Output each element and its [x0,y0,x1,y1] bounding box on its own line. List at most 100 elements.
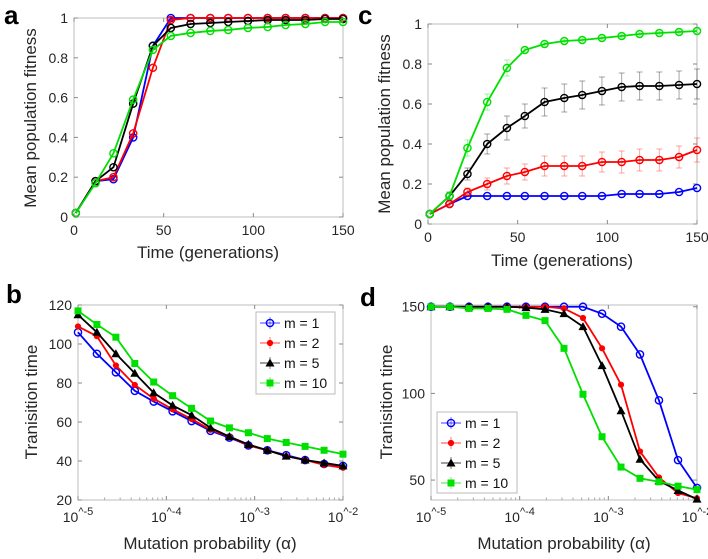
data-point-circle [148,45,158,55]
data-point-circle [186,13,195,23]
legend-label: m = 5 [284,355,320,371]
data-point-triangle [338,461,348,470]
legend-marker-circle [265,318,275,328]
data-point-circle [635,81,644,91]
data-point-square [427,303,435,311]
y-tick-label: 100 [49,336,73,352]
data-point-circle [111,367,121,377]
y-tick-label: 120 [49,297,73,313]
data-point-circle [91,178,100,188]
data-point-circle [166,15,176,25]
legend-label: m = 2 [465,435,501,451]
data-point-square [150,378,158,386]
data-point-triangle [597,361,607,370]
data-point-circle [635,189,644,199]
data-point-square [282,438,290,446]
data-point-circle [597,309,607,318]
data-point-circle [320,17,330,27]
data-point-circle [281,15,290,25]
data-point-square [112,333,120,341]
data-point-dot [74,323,82,330]
data-point-circle [520,45,530,55]
data-point-triangle [130,368,140,377]
legend-marker-square [266,379,274,387]
data-point-circle [445,199,454,209]
data-point-triangle [635,454,645,463]
data-point-square [74,307,82,315]
data-point-circle [338,17,348,27]
data-point-triangle [281,451,291,460]
data-point-circle [635,155,644,165]
data-point-circle [482,191,492,201]
legend-marker-square [447,479,455,487]
data-point-triangle [224,432,234,441]
legend-marker-dot [266,339,274,347]
data-point-circle [674,187,684,197]
data-point-circle [654,396,664,405]
data-point-circle [223,17,233,27]
y-tick-label: 50 [409,472,425,488]
x-axis-label: Time (generations) [137,243,279,262]
data-point-square [560,344,568,352]
y-axis-label: Tranisition time [377,345,396,460]
data-point-circle [617,82,626,92]
data-point-dot [617,381,625,388]
y-tick-label: 100 [402,385,426,401]
series-line [75,21,343,214]
data-point-circle [674,27,684,37]
legend-item: m = 5 [441,455,501,471]
data-point-triangle [206,423,215,432]
plot-area [73,17,344,218]
x-tick-label: 150 [331,222,355,238]
legend-marker-dot [447,439,455,447]
series-line [429,30,698,215]
data-point-square [598,433,606,441]
data-point-circle [301,19,310,29]
series-m10 [425,26,702,219]
y-axis-label: Tranisition time [22,345,41,460]
data-point-square [465,304,473,312]
data-point-circle [166,23,176,33]
x-tick-label: 10^-2 [682,506,708,525]
data-point-square [225,424,233,432]
data-point-circle [425,209,435,219]
x-tick-label: 50 [510,229,526,245]
data-point-square [579,390,587,398]
series-m10 [427,303,701,494]
data-point-circle [597,191,607,201]
data-point-circle [463,169,472,179]
data-point-circle [502,191,512,201]
data-point-triangle [540,304,550,313]
legend-label: m = 5 [465,455,501,471]
y-tick-label: 0.2 [49,169,69,185]
data-point-circle [692,145,702,155]
data-point-triangle [187,410,197,419]
data-point-circle [559,93,569,103]
data-point-triangle [92,327,102,336]
data-point-triangle [521,303,531,312]
data-point-triangle [243,439,253,448]
data-point-square [636,474,644,482]
x-tick-label: 10^-5 [63,506,94,525]
x-axis-label: Time (generations) [491,251,633,270]
series-line [75,17,343,214]
data-point-circle [520,191,530,201]
data-point-circle [540,39,549,49]
data-point-circle [92,349,102,359]
data-point-circle [635,350,645,359]
data-point-circle [577,191,587,201]
data-point-circle [128,129,138,138]
data-point-circle [205,18,215,28]
legend-label: m = 10 [284,375,327,391]
data-point-circle [482,97,492,107]
data-point-dot [112,362,119,369]
data-point-triangle [578,322,588,331]
x-tick-label: 0 [424,229,432,245]
y-tick-label: 1 [60,10,68,26]
data-point-square [617,463,625,471]
data-point-circle [482,139,492,149]
data-point-circle [655,155,664,165]
data-point-square [446,303,454,311]
